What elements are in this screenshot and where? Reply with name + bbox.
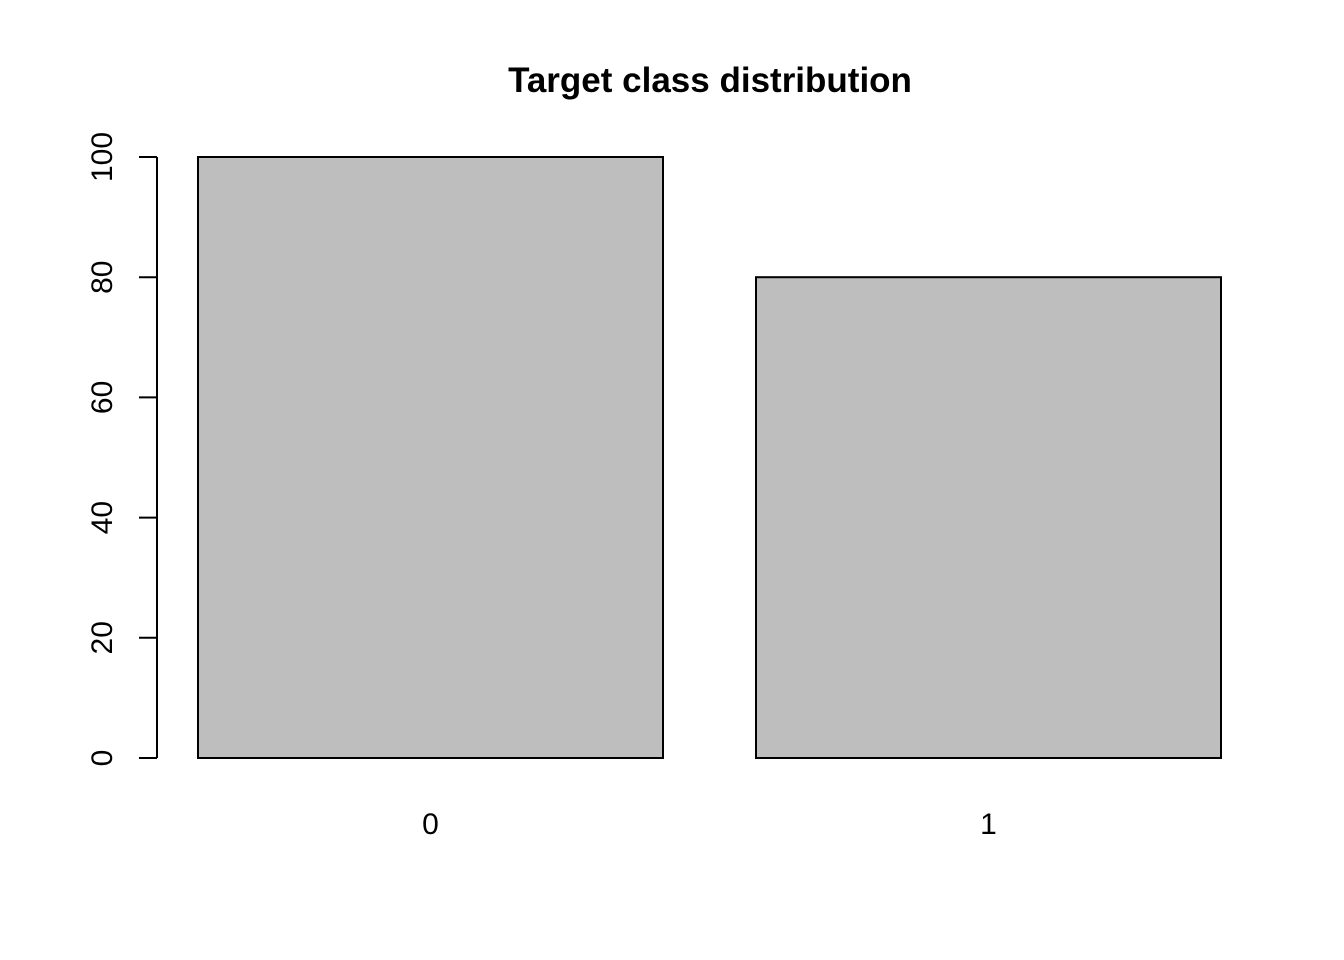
chart-title: Target class distribution: [508, 61, 912, 100]
bar: [755, 276, 1222, 759]
bars: [197, 156, 1222, 759]
y-tick-label: 100: [86, 132, 119, 182]
x-tick-label: 0: [422, 808, 439, 841]
bar: [197, 156, 664, 759]
x-tick-label: 1: [980, 808, 997, 841]
y-tick-label: 20: [86, 621, 119, 654]
y-tick-label: 80: [86, 261, 119, 294]
y-axis: 0 20 40 60 80 100: [86, 132, 158, 767]
y-tick-label: 0: [86, 750, 119, 767]
y-tick-label: 60: [86, 381, 119, 414]
y-tick-label: 40: [86, 501, 119, 534]
